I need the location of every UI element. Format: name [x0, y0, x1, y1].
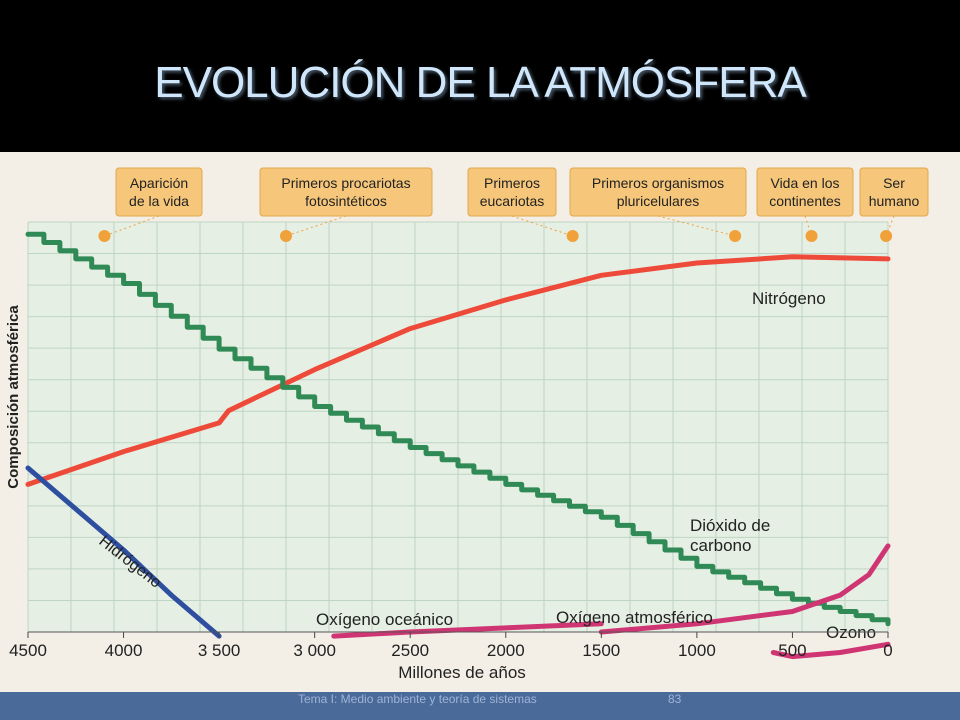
x-axis: 4500 4000 3 500 3 000 2500 2000 1500 1000 500 0	[9, 631, 893, 660]
ocean-oxygen-label: Oxígeno oceánico	[316, 610, 453, 629]
co2-label-line: carbono	[690, 536, 751, 555]
x-tick-label: 3 500	[198, 641, 241, 660]
event-connector	[511, 215, 573, 237]
event-marker: Vida en los continentes	[756, 167, 854, 242]
chart-figure: Aparición de la vida Primeros procariotas f…	[0, 152, 960, 692]
event-label: Ser	[883, 175, 905, 191]
x-tick-label: 3 000	[293, 641, 336, 660]
event-label: Primeros	[484, 175, 540, 191]
event-dot	[566, 230, 579, 242]
ocean-oxygen-line	[331, 621, 604, 639]
nitrogen-line	[25, 254, 891, 487]
event-connector	[885, 215, 895, 237]
nitrogen-label: Nitrógeno	[752, 289, 826, 308]
event-label: continentes	[769, 193, 841, 209]
x-tick-label: 2500	[391, 641, 429, 660]
footer-text: Tema I: Medio ambiente y teoría de siste…	[298, 692, 537, 706]
event-marker: Primeros organismos pluricelulares	[569, 167, 747, 242]
event-marker: Aparición de la vida	[98, 167, 203, 242]
page-number: 83	[668, 692, 682, 706]
x-tick-label: 1500	[582, 641, 620, 660]
event-dot	[280, 230, 292, 242]
event-dot	[805, 230, 818, 242]
event-connector	[285, 215, 347, 237]
event-label: humano	[869, 193, 920, 209]
hydrogen-line	[25, 465, 222, 639]
co2-label-line: Dióxido de	[690, 516, 770, 535]
event-marker: Ser humano	[859, 167, 929, 242]
co2-label: Dióxido de carbono	[690, 516, 770, 555]
event-dot	[98, 230, 111, 242]
x-tick-label: 2000	[487, 641, 525, 660]
x-tick-label: 4000	[105, 641, 143, 660]
event-connector	[804, 215, 813, 237]
atm-oxygen-line	[598, 543, 891, 635]
x-axis-label: Millones de años	[398, 663, 526, 682]
event-label: eucariotas	[480, 193, 545, 209]
series-lines	[25, 231, 891, 660]
co2-line	[25, 231, 891, 627]
event-markers: Aparición de la vida Primeros procariotas f…	[98, 167, 929, 242]
event-box	[115, 167, 203, 217]
x-tick-label: 1000	[678, 641, 716, 660]
event-marker: Primeros procariotas fotosintéticos	[259, 167, 433, 242]
event-label: Primeros procariotas	[281, 175, 410, 191]
chart-svg: Aparición de la vida Primeros procariotas f…	[5, 167, 929, 682]
event-label: Vida en los	[770, 175, 839, 191]
event-dot	[880, 230, 893, 242]
y-axis-label: Composición atmosférica	[5, 305, 22, 489]
slide-title: EVOLUCIÓN DE LA ATMÓSFERA	[154, 58, 806, 107]
event-connector	[657, 215, 736, 237]
event-label: Aparición	[130, 175, 188, 191]
event-label: de la vida	[129, 193, 189, 209]
event-box	[756, 167, 854, 217]
event-label: fotosintéticos	[305, 193, 387, 209]
x-tick-label: 0	[883, 641, 892, 660]
x-tick-label: 500	[778, 641, 806, 660]
atm-oxygen-label: Oxígeno atmosférico	[556, 608, 713, 627]
grid	[27, 221, 889, 633]
event-marker: Primeros eucariotas	[467, 167, 579, 242]
x-tick-label: 4500	[9, 641, 47, 660]
event-label: pluricelulares	[617, 193, 699, 209]
ozone-line	[770, 641, 891, 660]
event-dot	[729, 230, 742, 242]
event-label: Primeros organismos	[592, 175, 724, 191]
slide-footer: Tema I: Medio ambiente y teoría de siste…	[0, 692, 960, 720]
